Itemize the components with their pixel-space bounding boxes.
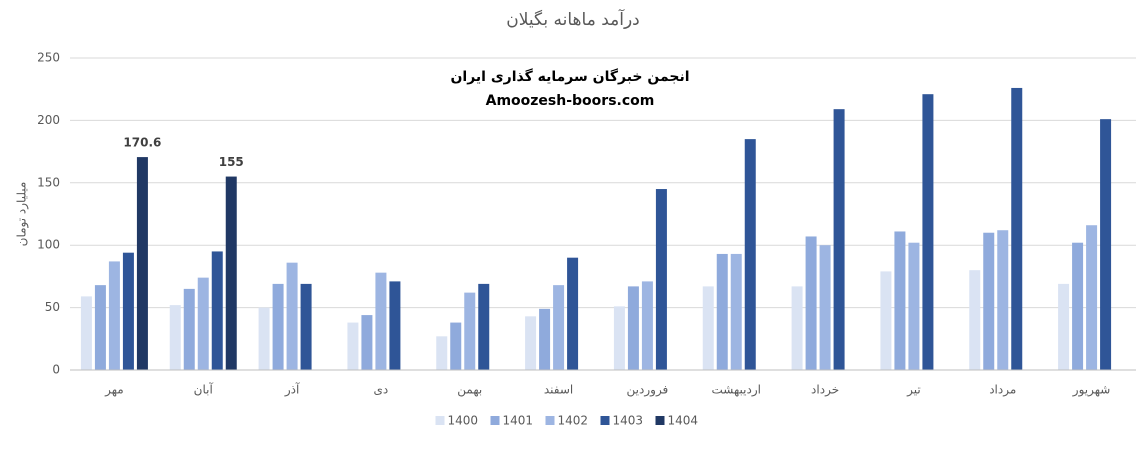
bar [702, 286, 714, 370]
y-tick-label: 150 [37, 175, 60, 189]
bar [894, 231, 906, 370]
bar [436, 336, 448, 370]
y-tick-label: 0 [52, 363, 60, 377]
x-tick-label: آبان [194, 382, 214, 397]
bar [1086, 225, 1098, 370]
bar [361, 315, 373, 370]
bar [833, 109, 845, 370]
legend-label: 1402 [558, 414, 589, 428]
bar [272, 283, 284, 370]
legend-swatch [435, 416, 445, 425]
x-tick-label: فروردین [627, 383, 669, 398]
bar [744, 139, 756, 370]
bar [908, 242, 920, 370]
legend-label: 1401 [503, 414, 534, 428]
bar [197, 277, 209, 370]
legend-label: 1403 [613, 414, 644, 428]
legend-swatch [655, 416, 665, 425]
bar [969, 270, 981, 370]
bar [805, 236, 817, 370]
bar [791, 286, 803, 370]
x-tick-label: خرداد [811, 383, 839, 398]
bar [1100, 119, 1112, 370]
annotation: Amoozesh-boors.com [486, 93, 655, 109]
legend-swatch [545, 416, 555, 425]
bar [1072, 242, 1084, 370]
bar [450, 322, 462, 370]
bar [136, 157, 148, 370]
bar [169, 305, 181, 370]
bar [94, 285, 106, 370]
bar [286, 262, 298, 370]
bar [613, 306, 625, 370]
bar [1011, 87, 1023, 371]
data-label: 155 [219, 155, 244, 169]
y-tick-label: 50 [45, 300, 60, 314]
bar [108, 261, 120, 370]
bar [122, 252, 134, 370]
legend-label: 1404 [668, 414, 699, 428]
x-tick-label: تیر [906, 383, 921, 398]
bar [567, 257, 579, 370]
x-tick-label: بهمن [457, 383, 482, 398]
bar [375, 272, 387, 370]
legend-label: 1400 [448, 414, 479, 428]
bar [464, 292, 476, 370]
bar [880, 271, 892, 370]
x-tick-label: آذر [284, 382, 300, 398]
bar [655, 189, 667, 370]
x-tick-label: مهر [104, 383, 124, 398]
y-axis-label: میلیارد تومان [15, 182, 30, 247]
y-tick-label: 250 [37, 51, 60, 65]
bar [553, 285, 565, 370]
bar [347, 322, 359, 370]
bar [183, 288, 195, 370]
annotation: انجمن خبرگان سرمایه گذاری ایران [450, 68, 689, 85]
x-tick-label: اردیبهشت [712, 383, 761, 398]
x-tick-label: اسفند [544, 383, 573, 397]
bar [525, 316, 537, 370]
legend-swatch [490, 416, 500, 425]
bar [730, 253, 742, 370]
bar [819, 245, 831, 370]
bar [389, 281, 401, 370]
x-tick-label: شهریور [1072, 383, 1111, 398]
bar [922, 94, 934, 370]
bar [983, 232, 995, 370]
bar [997, 230, 1009, 370]
chart-title: درآمد ماهانه بگیلان [506, 8, 640, 30]
bar [258, 307, 270, 370]
legend-swatch [600, 416, 610, 425]
bar [627, 286, 639, 370]
y-tick-label: 100 [37, 238, 60, 252]
y-tick-label: 200 [37, 113, 60, 127]
bar [641, 281, 653, 370]
bar [80, 296, 92, 370]
bar [1058, 283, 1070, 370]
data-label: 170.6 [123, 136, 161, 150]
bar [716, 253, 728, 370]
x-tick-label: دی [374, 383, 389, 397]
bar [478, 283, 490, 370]
x-tick-label: مرداد [989, 383, 1016, 398]
bar [300, 283, 312, 370]
bar [211, 251, 223, 370]
bar [539, 308, 551, 370]
bar [225, 176, 237, 370]
